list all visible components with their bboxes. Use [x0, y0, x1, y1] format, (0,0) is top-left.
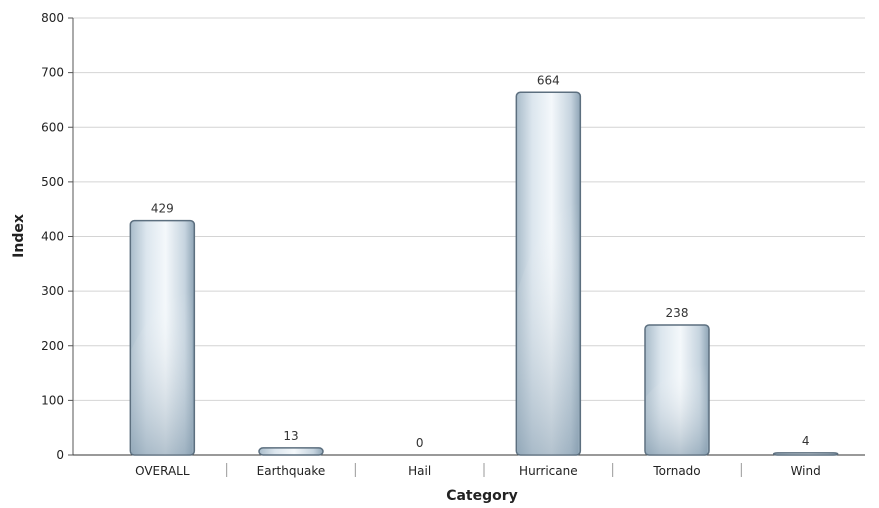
bars: 429 13 0 664 238 4 — [129, 73, 839, 456]
data-label: 4 — [802, 434, 810, 448]
x-tick-label: Hurricane — [519, 464, 578, 478]
x-tick-label: Hail — [408, 464, 431, 478]
x-tick-label: Tornado — [652, 464, 700, 478]
y-axis-title: Index — [11, 214, 27, 258]
x-axis: OVERALL Earthquake Hail Hurricane Tornado Win… — [73, 454, 865, 478]
y-tick-label: 500 — [41, 175, 64, 189]
bar-earthquake — [258, 447, 324, 456]
bar-shine — [646, 363, 707, 454]
x-axis-title: Category — [446, 488, 518, 504]
y-tick-label: 100 — [41, 393, 64, 407]
data-label: 429 — [151, 202, 174, 216]
y-tick-label: 0 — [56, 448, 64, 462]
y-axis: 0 100 200 300 400 500 600 700 800 — [41, 11, 74, 462]
data-label: 664 — [537, 73, 560, 87]
x-tick-label: Earthquake — [257, 464, 326, 478]
data-label: 13 — [283, 429, 298, 443]
y-tick-label: 400 — [41, 230, 64, 244]
data-label: 238 — [666, 306, 689, 320]
y-tick-label: 200 — [41, 339, 64, 353]
y-tick-label: 800 — [41, 11, 64, 25]
bar-shine — [131, 290, 193, 454]
bar-wind — [772, 452, 839, 456]
x-tick-label: OVERALL — [135, 464, 190, 478]
bar-shine — [517, 201, 579, 454]
data-label: 0 — [416, 436, 424, 450]
y-tick-label: 300 — [41, 284, 64, 298]
y-tick-label: 700 — [41, 66, 64, 80]
gridlines — [73, 17, 865, 401]
y-tick-label: 600 — [41, 120, 64, 134]
x-tick-label: Wind — [791, 464, 821, 478]
